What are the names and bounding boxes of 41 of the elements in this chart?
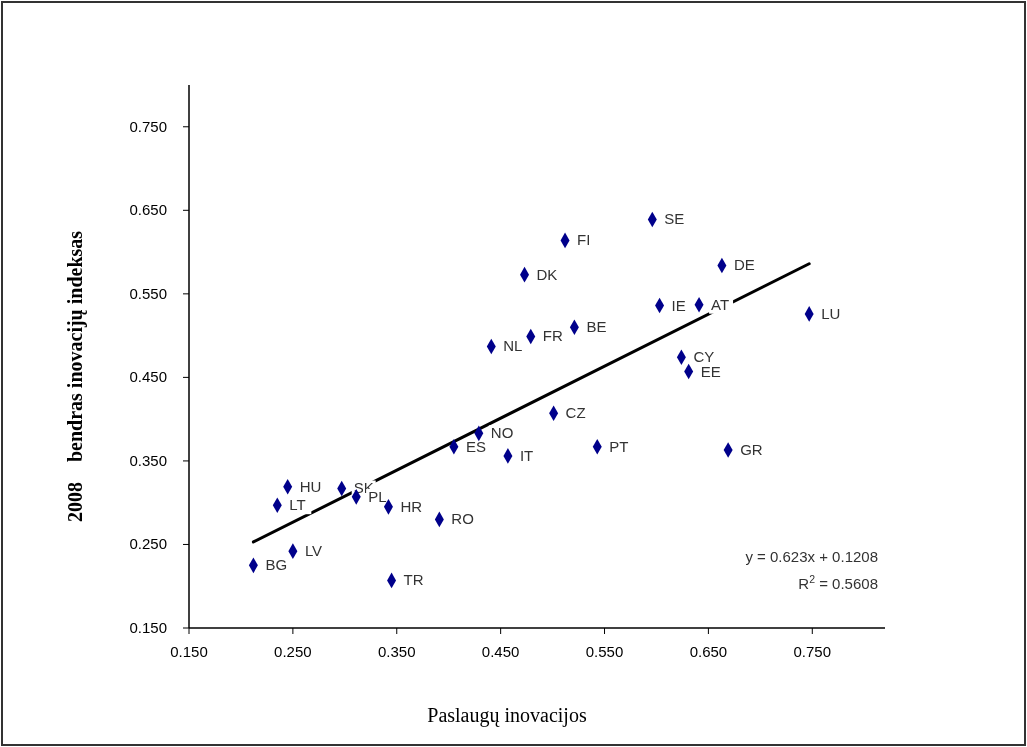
x-tick-label: 0.150 [170, 643, 208, 660]
annotation: DK [536, 265, 558, 283]
x-tick-label: 0.250 [274, 643, 312, 660]
x-tick-label: 0.450 [481, 643, 520, 660]
annotation: BE [586, 318, 607, 336]
y-tick-label: 0.750 [129, 117, 167, 135]
annotation: IT [519, 446, 534, 464]
y-tick-label: 0.650 [129, 201, 167, 219]
x-tick-label: 0.650 [689, 643, 728, 660]
y-tick-label: 0.350 [129, 451, 167, 469]
annotation: LU [821, 304, 841, 322]
annotation: ES [465, 437, 486, 455]
x-tick-label: 0.350 [377, 643, 416, 660]
annotation: GR [740, 441, 763, 459]
y-axis-title: 2008 bendras inovacijų indeksas [64, 230, 87, 523]
annotation: IE [671, 296, 686, 314]
annotation: FR [542, 327, 563, 345]
annotation: PT [609, 437, 629, 455]
y-tick-label: 0.550 [129, 284, 167, 302]
annotation: HR [400, 497, 423, 515]
annotation: AT [711, 295, 730, 313]
annotation: TR [403, 571, 424, 589]
x-tick-label: 0.550 [585, 643, 624, 660]
annotation: R$^{2}$ = 0.5608 [798, 573, 878, 592]
annotation: NL [503, 337, 523, 355]
x-axis-title: Paslaugų inovacijos [427, 704, 587, 727]
y-tick-label: 0.450 [129, 368, 167, 386]
annotation: LT [289, 496, 306, 514]
annotation: HU [299, 477, 322, 495]
annotation: y = 0.623x + 0.1208 [745, 548, 878, 565]
annotation: DE [733, 256, 755, 274]
y-tick-label: 0.250 [129, 535, 167, 553]
annotation: CZ [565, 404, 586, 422]
annotation: LV [304, 542, 323, 560]
annotation: BG [265, 556, 288, 574]
x-tick-label: 0.750 [793, 643, 832, 660]
annotation: RO [451, 510, 474, 528]
annotation: NO [490, 424, 514, 442]
annotation: FI [577, 231, 591, 249]
annotation: SE [664, 210, 685, 228]
y-tick-label: 0.150 [129, 619, 167, 636]
